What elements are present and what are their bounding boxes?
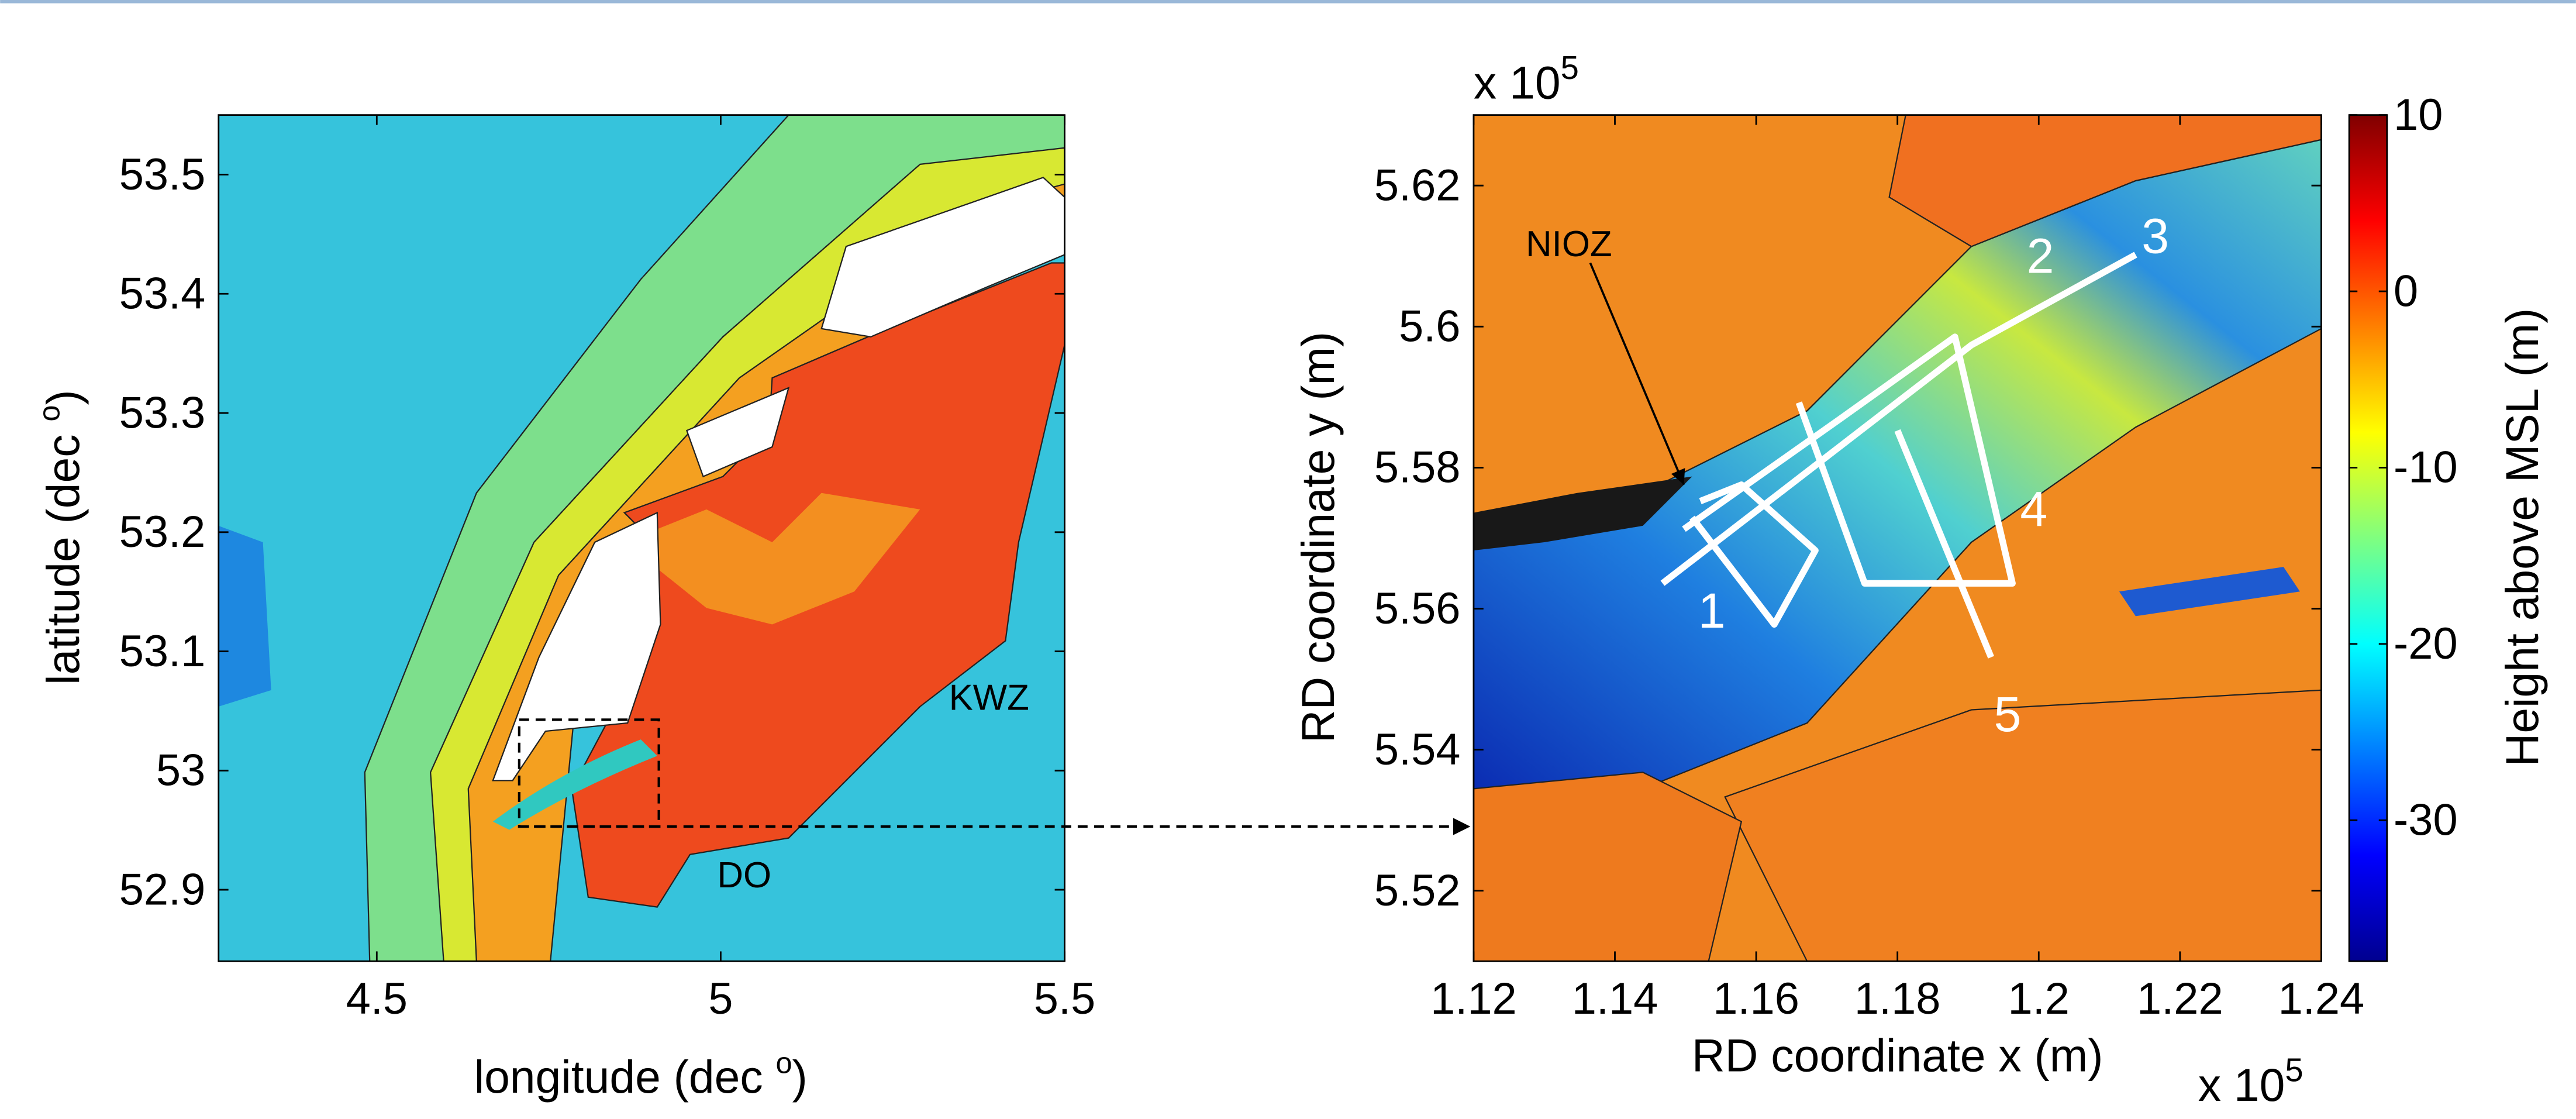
x-tick-label: 4.5 — [346, 974, 408, 1024]
map-right — [1473, 115, 2322, 962]
y-tick-label: 53 — [156, 746, 205, 796]
y-axis-label-sup: o — [32, 405, 65, 421]
y-tick-label: 5.58 — [1374, 443, 1461, 493]
annotation: DO — [717, 855, 771, 896]
annotation: 1 — [1698, 583, 1726, 638]
colorbar-tick-label: -30 — [2394, 795, 2458, 845]
top-border — [0, 0, 2576, 4]
multiplier-exp: 5 — [2285, 1051, 2303, 1088]
y-tick-label: 5.54 — [1374, 725, 1461, 774]
y-tick-label: 53.5 — [119, 150, 206, 199]
colorbar-tick-label: 10 — [2394, 90, 2443, 140]
y-tick-label: 53.1 — [119, 626, 206, 676]
x-tick-label: 1.2 — [2008, 974, 2070, 1024]
nioz-arrow — [1589, 262, 1685, 486]
annotation: NIOZ — [1526, 224, 1612, 264]
x-tick-label: 1.24 — [2278, 974, 2365, 1024]
annotation: KWZ — [949, 678, 1029, 718]
x-multiplier: x 105 — [2198, 1051, 2303, 1111]
colorbar-tick-label: -10 — [2394, 443, 2458, 493]
annotation: 4 — [2020, 481, 2047, 536]
colorbar-tick-label: 0 — [2394, 266, 2418, 316]
y-axis-label: RD coordinate y (m) — [1292, 332, 1344, 743]
x-axis-label-text: ) — [792, 1051, 808, 1103]
x-tick-label: 1.16 — [1713, 974, 1799, 1024]
y-axis-label-text: ) — [37, 390, 89, 405]
y-tick-label: 5.62 — [1374, 160, 1461, 210]
x-axis-label: longitude (dec o) — [474, 1046, 808, 1103]
map-left — [218, 115, 1065, 962]
annotation: 3 — [2142, 209, 2169, 264]
y-tick-label: 53.2 — [119, 507, 206, 557]
x-tick-label: 5.5 — [1034, 974, 1095, 1024]
colorbar-tick-label: -20 — [2394, 619, 2458, 669]
y-axis-label-text: latitude (dec — [37, 422, 89, 685]
y-multiplier: x 105 — [1474, 49, 1579, 109]
x-tick-label: 5 — [708, 974, 733, 1024]
colorbar-label: Height above MSL (m) — [2496, 308, 2548, 767]
x-tick-label: 1.18 — [1854, 974, 1941, 1024]
y-tick-label: 5.6 — [1399, 302, 1460, 352]
axes-frame — [218, 114, 1065, 962]
x-axis-label-text: longitude (dec — [474, 1051, 776, 1103]
x-tick-label: 1.12 — [1430, 974, 1517, 1024]
y-axis-label: latitude (dec o) — [32, 390, 89, 685]
annotation: 2 — [2027, 228, 2054, 283]
x-tick-label: 1.14 — [1572, 974, 1658, 1024]
colorbar — [2348, 114, 2388, 962]
y-tick-label: 52.9 — [119, 865, 206, 914]
multiplier-exp: 5 — [1561, 49, 1579, 86]
annotation: 5 — [1994, 687, 2021, 742]
y-tick-label: 53.3 — [119, 388, 206, 438]
y-tick-label: 5.56 — [1374, 584, 1461, 633]
multiplier-text: x 10 — [1474, 57, 1561, 109]
y-tick-label: 5.52 — [1374, 866, 1461, 915]
x-axis-label: RD coordinate x (m) — [1692, 1030, 2103, 1082]
x-tick-label: 1.22 — [2137, 974, 2223, 1024]
y-tick-label: 53.4 — [119, 269, 206, 319]
multiplier-text: x 10 — [2198, 1059, 2285, 1111]
x-axis-label-sup: o — [775, 1046, 792, 1079]
